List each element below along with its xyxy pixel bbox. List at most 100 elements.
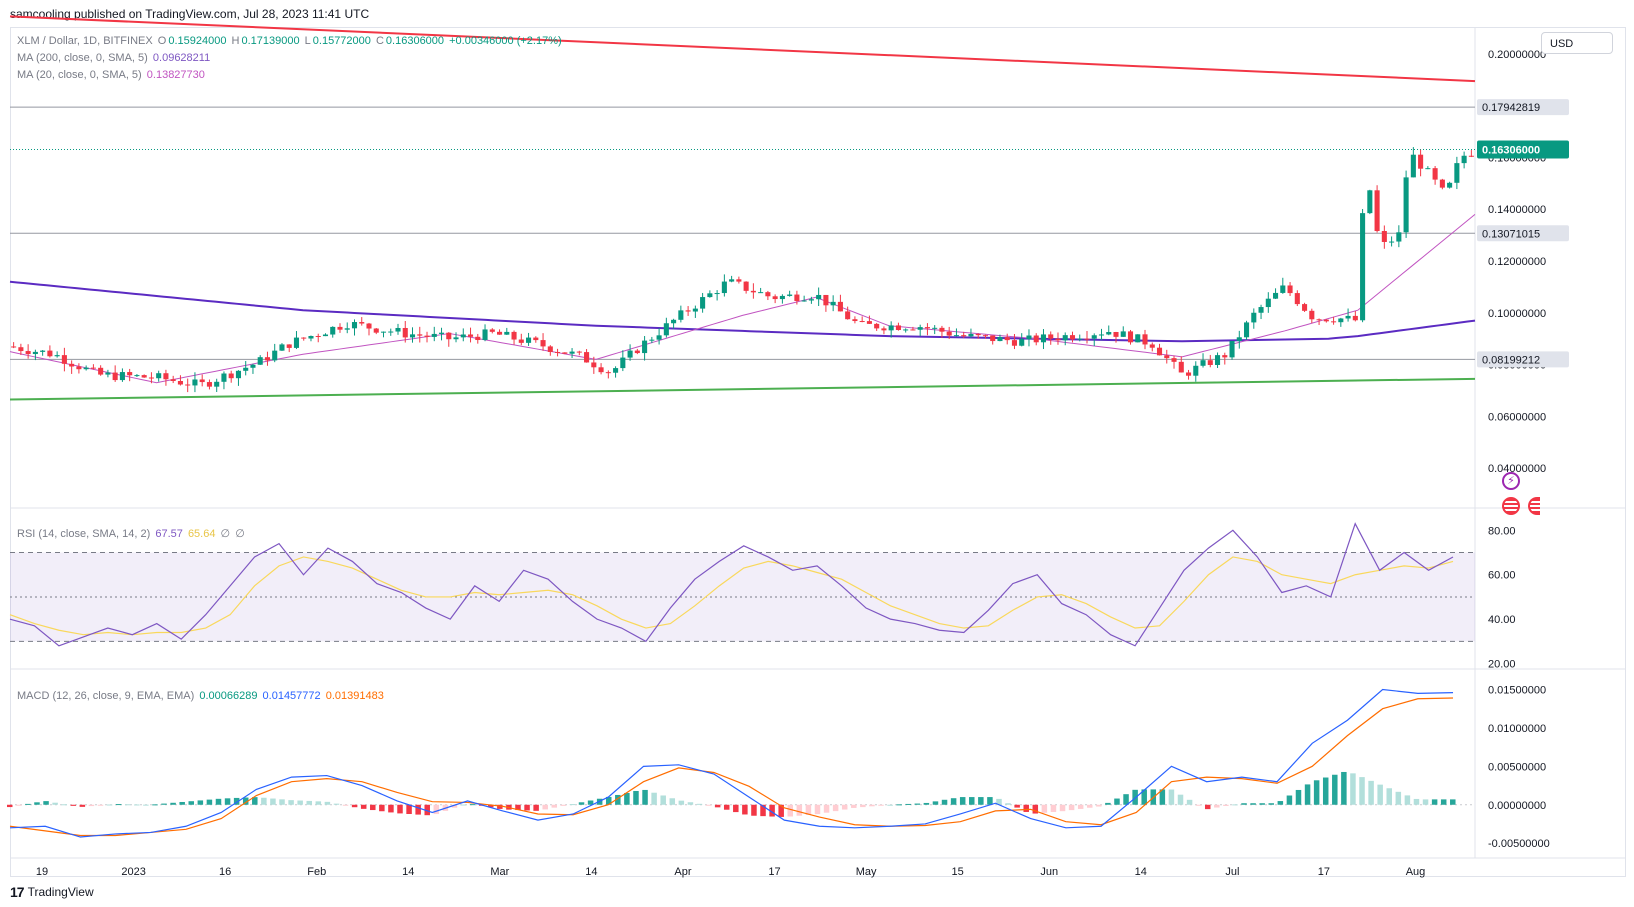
macd-histogram-bar — [1332, 774, 1338, 805]
rsi-tick-label: 20.00 — [1488, 659, 1516, 671]
candle — [1040, 334, 1047, 343]
candle — [968, 333, 974, 337]
candle — [613, 368, 619, 373]
symbol-label[interactable]: XLM / Dollar, 1D, BITFINEX — [17, 35, 153, 47]
candle — [1258, 307, 1264, 313]
candle — [1185, 372, 1192, 376]
candle — [787, 294, 793, 296]
candle — [823, 294, 829, 306]
macd-histogram-bar — [996, 798, 1002, 805]
macd-histogram-bar — [705, 804, 712, 806]
macd-histogram-bar — [651, 792, 657, 805]
candle — [910, 329, 916, 331]
macd-histogram-bar — [79, 804, 86, 807]
candle — [714, 293, 720, 295]
macd-histogram-bar — [97, 804, 104, 806]
candle — [1265, 298, 1271, 308]
footer-brand[interactable]: TradingView — [27, 885, 94, 899]
candle — [1156, 347, 1163, 356]
macd-histogram-bar — [1068, 804, 1075, 811]
candle — [1468, 155, 1474, 157]
candle — [736, 279, 742, 282]
candle — [373, 328, 379, 333]
time-tick-label: 15 — [952, 866, 964, 878]
currency-button[interactable]: USD — [1541, 32, 1613, 54]
tradingview-logo-icon[interactable]: 17 — [10, 884, 25, 900]
ma200-legend: MA (200, close, 0, SMA, 5) 0.09628211 — [17, 52, 212, 64]
candle — [315, 336, 321, 338]
ma20-line — [9, 214, 1476, 384]
macd-histogram-bar — [542, 804, 548, 810]
candle — [837, 301, 843, 312]
candle — [76, 366, 82, 370]
macd-histogram-bar — [860, 804, 866, 808]
macd-label[interactable]: MACD (12, 26, close, 9, EMA, EMA) — [17, 690, 195, 702]
candle — [663, 323, 669, 336]
candle — [40, 350, 46, 352]
rsi-label[interactable]: RSI (14, close, SMA, 14, 2) — [17, 528, 151, 540]
candle — [1077, 338, 1083, 340]
macd-histogram-bar — [1431, 799, 1438, 805]
candle — [286, 344, 292, 348]
close-value: 0.16306000 — [385, 35, 445, 47]
candle — [1019, 339, 1025, 346]
macd-histogram-bar — [932, 801, 939, 805]
candle — [1106, 332, 1112, 335]
macd-histogram-bar — [1141, 789, 1147, 805]
candle — [83, 367, 89, 370]
macd-histogram-bar — [1023, 804, 1029, 812]
macd-tick-label: -0.00500000 — [1488, 838, 1550, 850]
candle — [961, 335, 967, 337]
candle — [279, 344, 285, 351]
candle — [395, 327, 401, 332]
macd-histogram-bar — [633, 790, 639, 805]
candle — [707, 293, 713, 298]
macd-histogram-bar — [896, 804, 902, 806]
candle — [489, 329, 495, 332]
macd-histogram-bar — [388, 804, 394, 813]
rsi-value: 67.57 — [155, 528, 183, 540]
macd-histogram-bar — [1123, 794, 1129, 805]
candle — [924, 327, 930, 329]
macd-histogram-bar — [1377, 784, 1383, 805]
candle — [1011, 340, 1018, 346]
open-value: 0.15924000 — [168, 35, 227, 47]
price-tick-label: 0.14000000 — [1488, 204, 1546, 216]
candle — [1280, 285, 1286, 293]
macd-histogram-bar — [678, 800, 685, 805]
candle — [1193, 365, 1199, 376]
candle — [206, 382, 212, 387]
macd-histogram-bar — [379, 804, 385, 812]
candle — [417, 334, 423, 336]
macd-histogram-bar — [43, 801, 49, 805]
candle — [656, 335, 662, 340]
us-flag-icon[interactable] — [1502, 497, 1520, 515]
candle — [1222, 355, 1228, 358]
ma20-label[interactable]: MA (20, close, 0, SMA, 5) — [17, 69, 142, 81]
lightning-icon[interactable]: ⚡ — [1502, 472, 1520, 490]
candle — [1302, 304, 1308, 311]
candle — [1113, 332, 1119, 337]
candle — [939, 327, 945, 332]
macd-histogram-bar — [760, 804, 766, 817]
candle — [881, 328, 887, 331]
footer: 17 TradingView — [10, 884, 94, 900]
macd-histogram-bar — [1386, 788, 1392, 805]
candle — [1396, 232, 1402, 242]
macd-histogram-bar — [969, 797, 975, 805]
candle — [1273, 292, 1279, 299]
ma200-label[interactable]: MA (200, close, 0, SMA, 5) — [17, 52, 148, 64]
macd-histogram-bar — [161, 803, 167, 805]
macd-histogram-bar — [433, 804, 440, 815]
macd-histogram-bar — [1322, 777, 1329, 805]
us-flag-icon[interactable] — [1528, 497, 1540, 515]
candle — [402, 327, 408, 338]
rsi-extra-1: ∅ — [220, 528, 231, 540]
macd-histogram-bar — [270, 798, 276, 805]
macd-histogram-bar — [70, 804, 77, 806]
candle — [366, 323, 372, 329]
macd-histogram-bar — [624, 792, 630, 805]
macd-histogram-bar — [560, 804, 567, 806]
macd-histogram-bar — [370, 804, 376, 811]
